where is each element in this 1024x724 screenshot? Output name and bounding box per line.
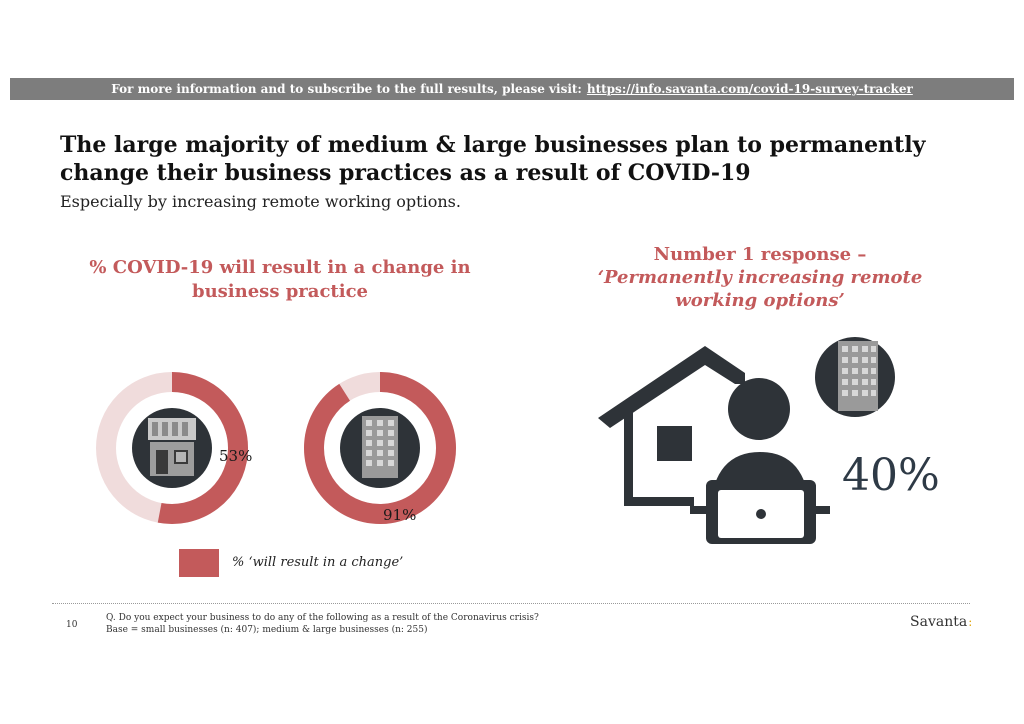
donut-charts [96,372,456,524]
response-heading: Number 1 response – ‘Permanently increas… [560,243,960,312]
brand-name: Savanta [910,614,968,630]
page-number: 10 [66,620,78,630]
survey-question: Q. Do you expect your business to do any… [106,613,539,623]
brand-mark: : [968,615,973,629]
office-building-icon [340,408,420,488]
donut-small-value-arc [157,372,248,524]
page-subtitle: Especially by increasing remote working … [60,192,461,211]
donut-medium-large-value-arc [304,372,456,524]
footer-divider [52,603,970,604]
office-building-icon-small [815,337,895,417]
subscribe-banner: For more information and to subscribe to… [10,78,1014,100]
home-remote-worker-icon [598,346,830,544]
response-line-3: working options’ [675,290,845,311]
footer-note: Q. Do you expect your business to do any… [106,612,539,636]
chart-title: % COVID-19 will result in a change in bu… [89,257,471,302]
shop-icon [132,408,212,488]
page-title: The large majority of medium & large bus… [60,132,926,186]
legend-label: % ‘will result in a change’ [232,555,404,570]
survey-tracker-link[interactable]: https://info.savanta.com/covid-19-survey… [586,82,913,96]
savanta-logo: Savanta: [910,614,972,630]
survey-base: Base = small businesses (n: 407); medium… [106,625,428,635]
legend-swatch [179,549,219,577]
response-line-2: ‘Permanently increasing remote [597,267,923,288]
remote-working-percentage: 40% [842,450,940,501]
response-line-1: Number 1 response – [653,244,867,265]
banner-text: For more information and to subscribe to… [111,82,582,96]
donut-medium-large-value-label: 91% [383,506,416,524]
donut-small-value-label: 53% [219,447,252,465]
